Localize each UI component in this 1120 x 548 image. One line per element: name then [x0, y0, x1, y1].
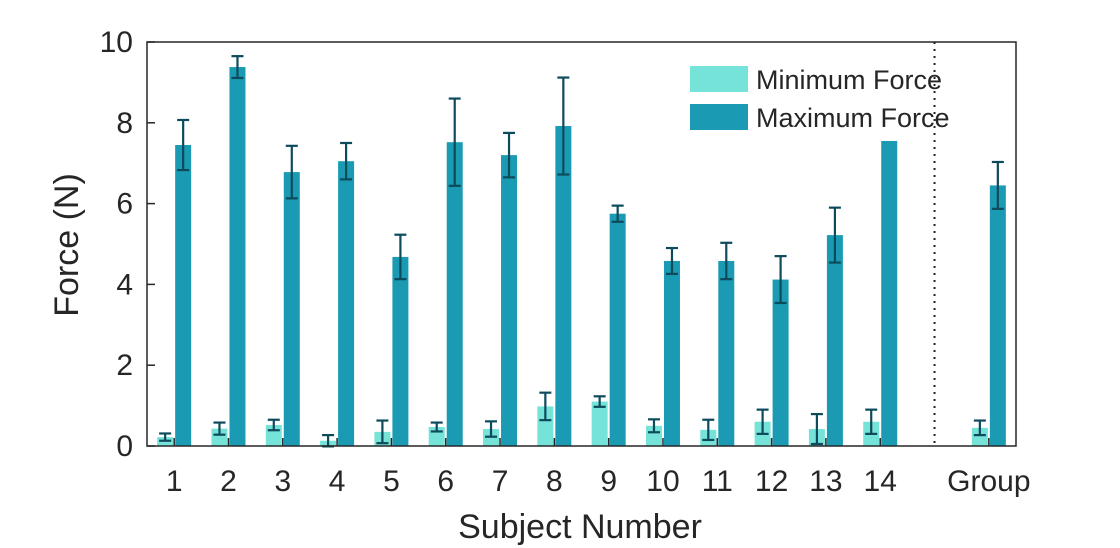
bar-maximum-2	[229, 67, 246, 446]
error-bar-minimum-11	[702, 418, 715, 442]
bar-maximum-5	[392, 256, 409, 446]
bar-maximum-12	[772, 279, 789, 446]
x-tick-label: 7	[492, 465, 509, 498]
error-bar-maximum-5	[394, 233, 407, 281]
legend-swatch-maximum	[690, 104, 748, 130]
y-tick-label: 2	[116, 349, 133, 382]
y-tick-label: 0	[116, 430, 133, 463]
error-bar-maximum-12	[774, 255, 787, 305]
bar-maximum-13	[826, 235, 843, 446]
bar-maximum-4	[338, 161, 355, 446]
error-bar-maximum-1	[177, 118, 190, 172]
error-bar-minimum-6	[430, 421, 443, 433]
plot-frame	[146, 41, 1017, 447]
legend: Minimum Force Maximum Force	[690, 65, 950, 133]
error-bar-minimum-1	[159, 432, 172, 442]
bar-maximum-3	[283, 172, 300, 446]
bar-maximum-11	[718, 260, 735, 446]
x-tick-label: 4	[329, 465, 346, 498]
error-bar-minimum-10	[647, 418, 660, 434]
bar-maximum-Group	[989, 185, 1006, 447]
x-tick-label: Group	[947, 465, 1030, 498]
x-tick-label: 3	[274, 465, 291, 498]
error-bar-minimum-8	[539, 391, 552, 422]
y-axis-label: Force (N)	[48, 173, 86, 317]
error-bar-minimum-9	[593, 395, 606, 408]
legend-label-minimum: Minimum Force	[756, 65, 942, 95]
y-tick-label: 10	[100, 26, 133, 59]
error-bar-maximum-8	[557, 76, 570, 176]
error-bars-layer	[159, 55, 1004, 448]
bar-minimum-8	[537, 406, 554, 446]
error-bar-minimum-5	[376, 419, 389, 445]
error-bar-minimum-7	[485, 420, 498, 438]
x-axis-ticks: 1 2 3 4 5 6 7 8 9 10 11 12 13 14 Group	[166, 438, 1031, 498]
y-tick-label: 6	[116, 188, 133, 221]
x-tick-label: 1	[166, 465, 183, 498]
x-tick-label: 14	[864, 465, 897, 498]
error-bar-minimum-14	[865, 408, 878, 435]
bar-maximum-6	[446, 142, 463, 446]
x-tick-label: 11	[702, 465, 733, 498]
error-bar-maximum-10	[665, 246, 678, 275]
x-axis-label: Subject Number	[458, 508, 702, 546]
x-tick-label: 6	[437, 465, 454, 498]
error-bar-maximum-13	[828, 206, 841, 264]
legend-swatch-minimum	[690, 66, 748, 92]
error-bar-minimum-Group	[973, 419, 986, 437]
error-bar-maximum-6	[448, 97, 461, 187]
bar-minimum-2	[211, 428, 228, 446]
error-bar-minimum-2	[213, 421, 226, 436]
x-tick-label: 13	[809, 465, 842, 498]
bar-minimum-10	[645, 425, 662, 446]
error-bar-maximum-4	[340, 141, 353, 181]
error-bar-maximum-2	[231, 55, 244, 80]
bar-maximum-1	[175, 145, 192, 446]
y-tick-label: 4	[116, 268, 133, 301]
error-bar-maximum-7	[503, 131, 516, 179]
x-tick-label: 2	[220, 465, 237, 498]
legend-label-maximum: Maximum Force	[756, 103, 950, 133]
error-bar-maximum-11	[720, 241, 733, 281]
y-tick-label: 8	[116, 107, 133, 140]
bar-maximum-7	[501, 155, 518, 446]
error-bar-minimum-12	[756, 408, 769, 435]
error-bar-maximum-3	[285, 144, 298, 200]
bar-maximum-14	[881, 140, 898, 447]
y-axis-ticks: 0 2 4 6 8 10	[100, 26, 155, 463]
x-tick-label: 12	[755, 465, 788, 498]
bar-maximum-9	[609, 213, 626, 446]
error-bar-minimum-3	[267, 418, 280, 432]
bar-maximum-8	[555, 126, 572, 447]
x-tick-label: 9	[600, 465, 617, 498]
bar-minimum-Group	[971, 427, 988, 446]
bars-layer	[157, 67, 1006, 447]
x-tick-label: 10	[646, 465, 679, 498]
error-bar-maximum-Group	[991, 160, 1004, 210]
x-tick-label: 5	[383, 465, 400, 498]
bar-maximum-10	[663, 260, 680, 446]
error-bar-maximum-9	[611, 204, 624, 223]
x-tick-label: 8	[546, 465, 563, 498]
bar-minimum-9	[591, 401, 608, 446]
error-bar-minimum-13	[810, 412, 823, 446]
